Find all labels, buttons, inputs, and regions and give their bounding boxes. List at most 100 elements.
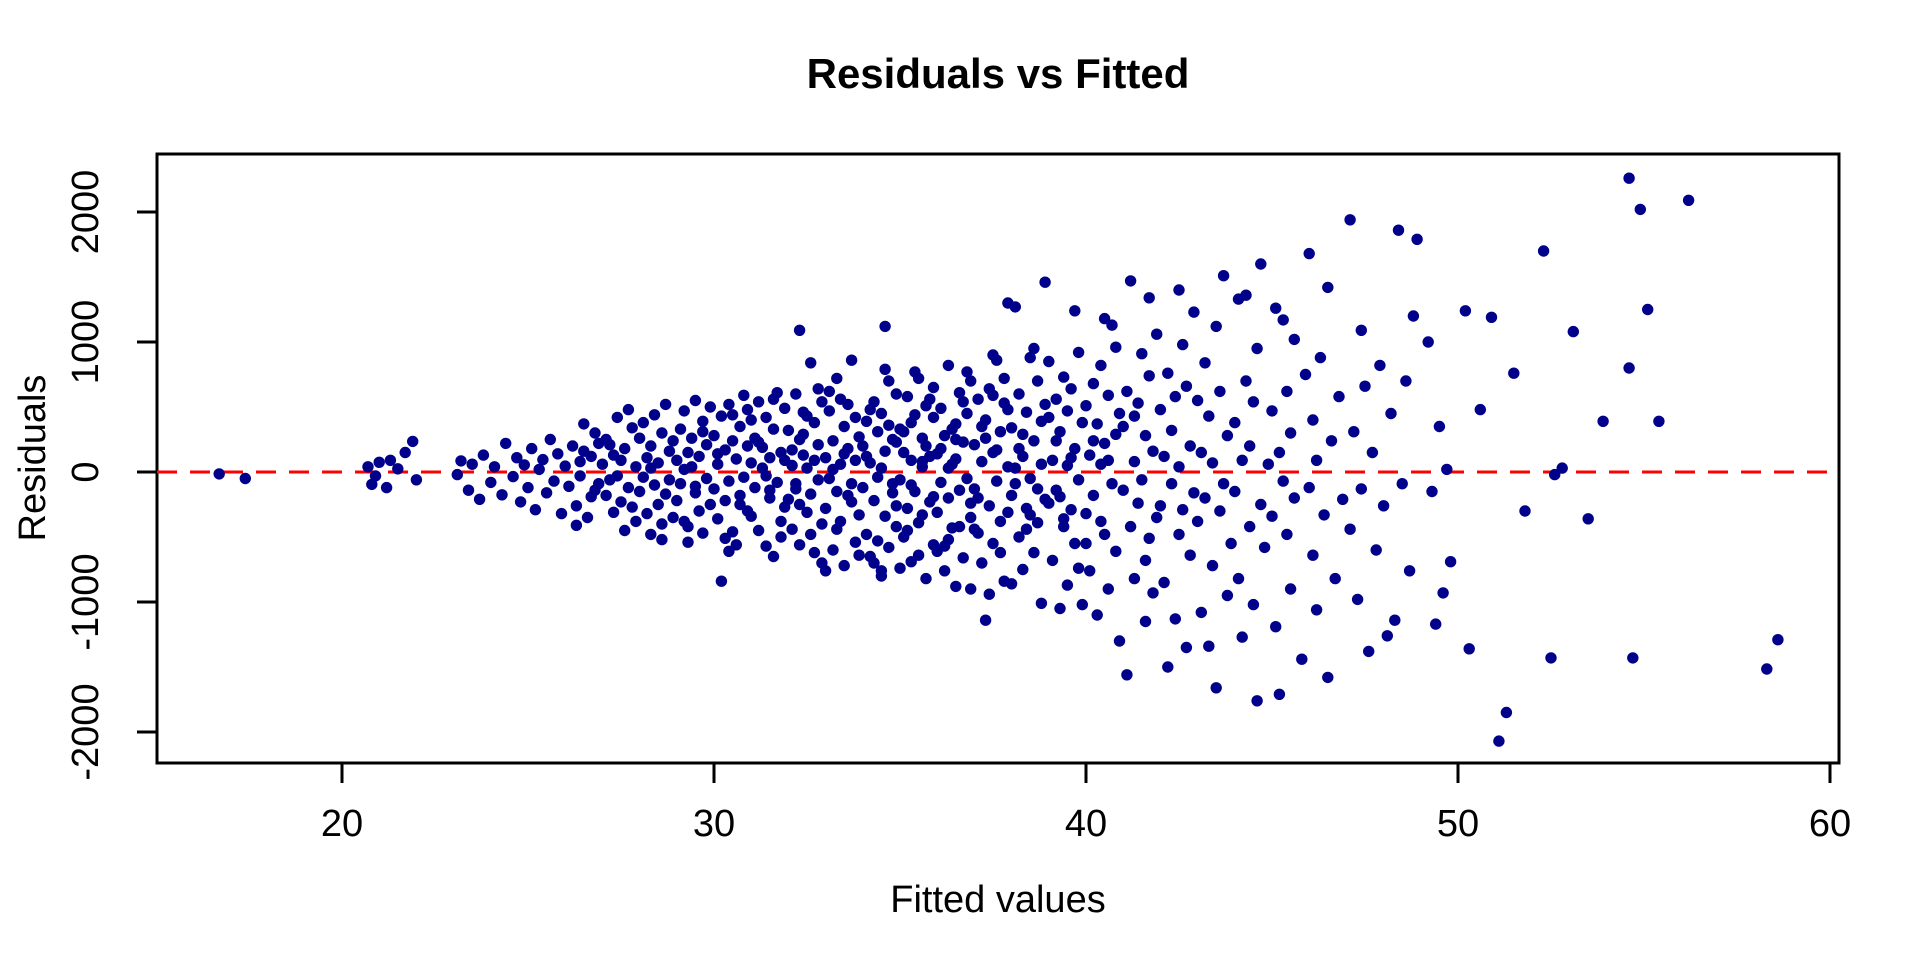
data-point <box>1411 233 1423 245</box>
data-point <box>1351 593 1364 606</box>
data-point <box>1076 598 1089 611</box>
data-point <box>1355 324 1368 336</box>
data-point <box>1039 276 1051 288</box>
data-point <box>976 420 988 433</box>
data-point <box>1128 410 1141 422</box>
plot-frame <box>155 152 1841 765</box>
data-point <box>671 454 683 466</box>
data-point <box>1110 341 1122 353</box>
data-point <box>1061 405 1074 417</box>
data-point <box>581 511 594 524</box>
data-point <box>764 492 776 504</box>
data-point <box>1106 319 1118 331</box>
data-point <box>619 524 631 537</box>
data-point <box>883 375 895 387</box>
data-point <box>872 426 884 438</box>
data-point <box>998 397 1010 409</box>
data-point <box>1493 735 1505 747</box>
data-point <box>965 375 977 387</box>
data-point <box>1072 562 1085 574</box>
data-point <box>931 545 943 557</box>
data-point <box>700 439 713 451</box>
data-point <box>1069 305 1081 317</box>
x-tick-label: 20 <box>321 803 363 845</box>
data-point <box>801 410 813 422</box>
data-point <box>667 435 679 447</box>
data-point <box>831 485 843 498</box>
data-point <box>1284 427 1297 439</box>
data-point <box>968 439 981 451</box>
data-point <box>872 471 884 483</box>
data-point <box>604 439 616 451</box>
data-point <box>1247 396 1260 408</box>
data-point <box>883 541 895 554</box>
data-point <box>1046 554 1059 567</box>
data-point <box>991 475 1003 487</box>
data-point <box>927 491 940 503</box>
data-point <box>987 349 999 361</box>
data-point <box>622 403 635 416</box>
data-point <box>1031 483 1044 495</box>
data-point <box>1273 446 1286 459</box>
data-point <box>1162 661 1174 673</box>
data-point <box>1013 531 1025 543</box>
data-point <box>931 506 943 518</box>
data-point <box>1031 375 1044 387</box>
data-point <box>767 550 780 563</box>
data-point <box>537 453 549 466</box>
data-point <box>451 468 463 481</box>
data-point <box>1199 492 1211 504</box>
data-point <box>738 389 750 401</box>
data-point <box>726 435 739 447</box>
data-point <box>965 511 977 524</box>
data-point <box>574 455 586 468</box>
data-point <box>1653 415 1665 427</box>
data-point <box>1087 489 1100 502</box>
data-point <box>886 487 899 499</box>
data-point <box>1098 528 1111 541</box>
data-point <box>1124 275 1137 287</box>
data-point <box>637 471 649 483</box>
data-point <box>1043 497 1055 509</box>
data-point <box>741 403 754 416</box>
data-point <box>645 528 657 541</box>
data-point <box>1080 400 1092 412</box>
data-point <box>1329 572 1341 585</box>
data-point <box>1363 645 1375 658</box>
data-point <box>979 614 992 626</box>
data-point <box>619 442 631 455</box>
data-point <box>819 565 832 577</box>
data-point <box>1251 695 1263 707</box>
data-point <box>1028 342 1040 355</box>
data-point <box>1113 635 1126 647</box>
data-point <box>1043 411 1055 424</box>
data-point <box>1121 669 1133 681</box>
data-point <box>1009 462 1021 474</box>
data-point <box>407 435 419 448</box>
data-point <box>819 502 832 515</box>
y-axis-label: Residuals <box>12 375 54 542</box>
data-point <box>879 363 891 375</box>
data-point <box>797 428 809 440</box>
data-point <box>1058 513 1070 525</box>
data-point <box>1240 289 1252 301</box>
data-point <box>1165 478 1178 490</box>
data-point <box>689 394 702 407</box>
data-point <box>1266 405 1278 417</box>
data-point <box>611 411 623 424</box>
data-point <box>912 549 925 561</box>
data-point <box>860 528 873 541</box>
data-point <box>674 423 687 435</box>
data-point <box>700 472 713 485</box>
data-point <box>823 385 835 398</box>
data-point <box>972 492 984 504</box>
data-point <box>1147 587 1159 599</box>
data-point <box>760 470 772 482</box>
data-point <box>879 320 891 333</box>
data-point <box>790 483 802 495</box>
data-point <box>1091 418 1103 430</box>
data-point <box>1314 351 1327 364</box>
data-point <box>630 461 642 473</box>
data-point <box>1485 311 1498 323</box>
data-point <box>1229 485 1241 498</box>
